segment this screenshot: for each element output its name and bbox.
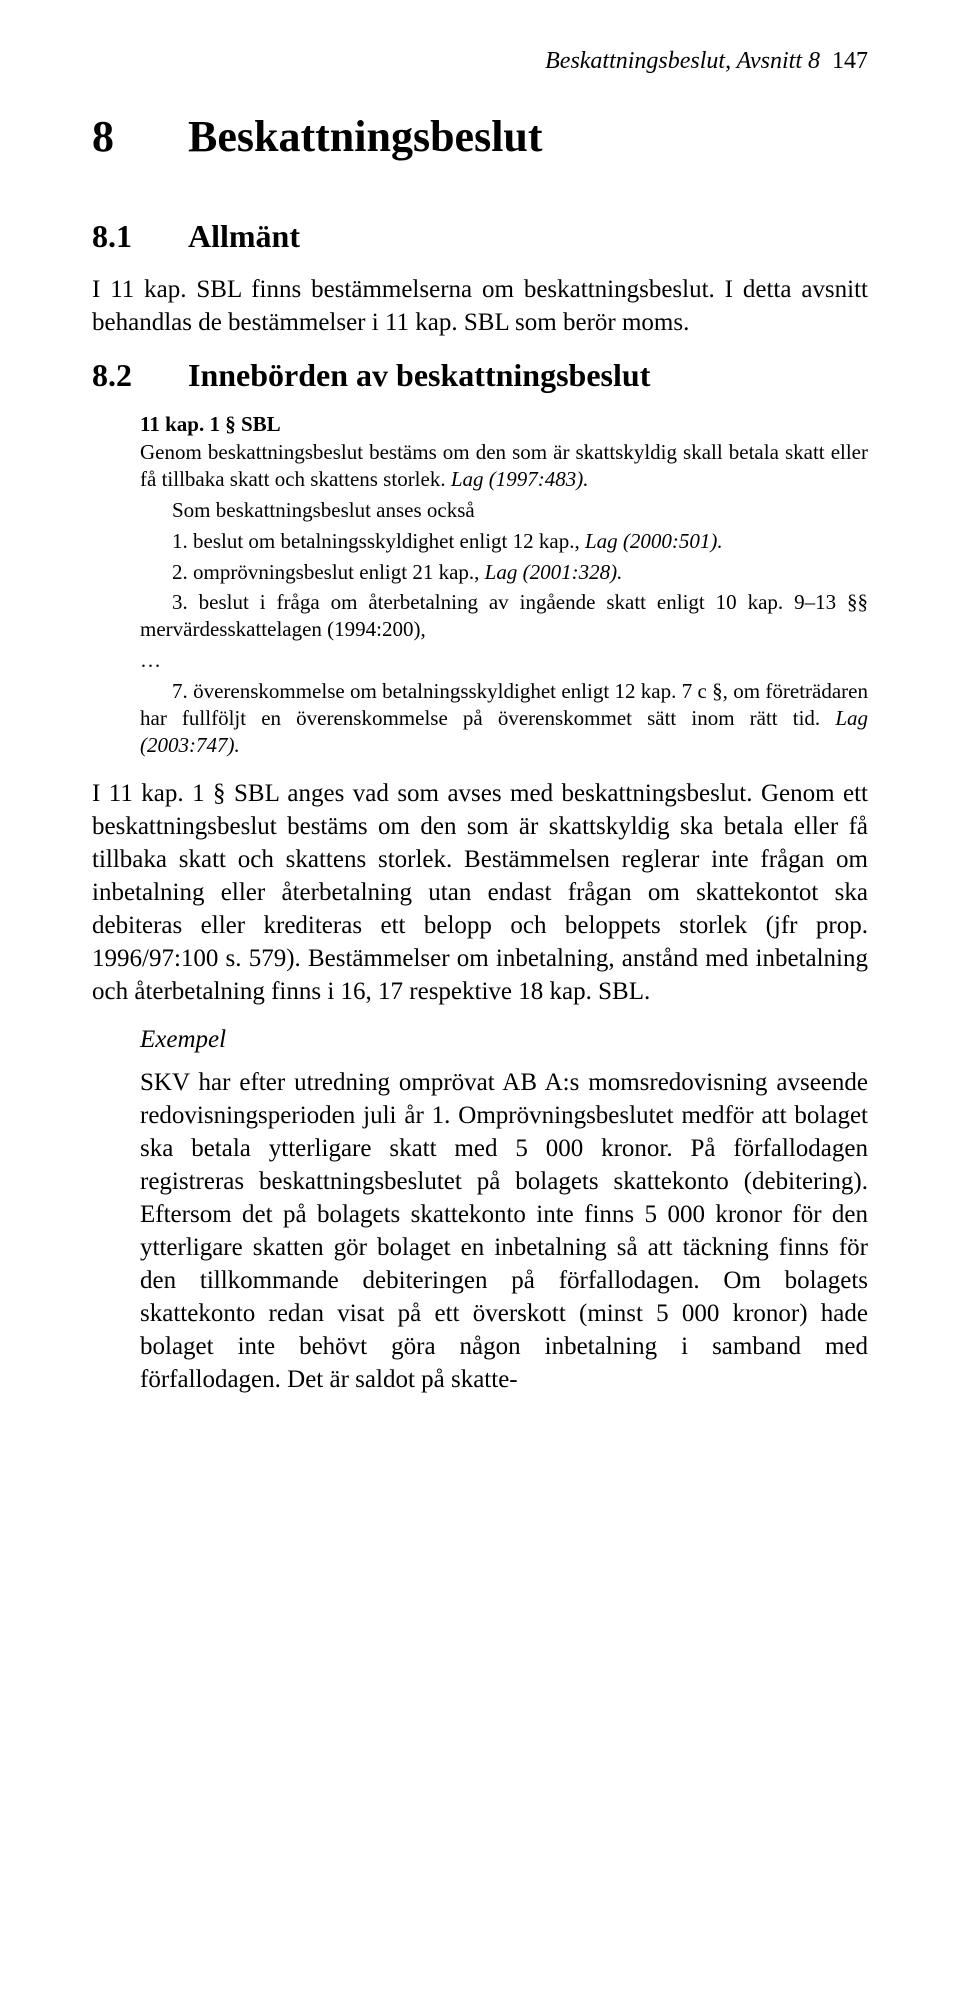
section-heading: 8.2 Innebörden av beskattningsbeslut: [92, 357, 868, 394]
statute-text: 2. omprövningsbeslut enligt 21 kap.,: [172, 560, 485, 584]
chapter-number: 8: [92, 111, 188, 162]
statute-law-ref: Lag (1997:483).: [451, 467, 589, 491]
statute-ellipsis: …: [140, 647, 868, 674]
section-body: I 11 kap. SBL finns bestämmelserna om be…: [92, 273, 868, 339]
example-body: SKV har efter utredning omprövat AB A:s …: [140, 1066, 868, 1396]
section-title: Allmänt: [188, 218, 300, 255]
statute-quote: 11 kap. 1 § SBL Genom beskattningsbeslut…: [140, 412, 868, 759]
section-body: I 11 kap. 1 § SBL anges vad som avses me…: [92, 777, 868, 1008]
example-block: Exempel SKV har efter utredning omprövat…: [140, 1026, 868, 1396]
statute-heading: 11 kap. 1 § SBL: [140, 412, 868, 437]
statute-intro: Som beskattningsbeslut anses också: [140, 497, 868, 524]
statute-list-item: 7. överenskommelse om betalningsskyldigh…: [140, 678, 868, 759]
example-heading: Exempel: [140, 1026, 868, 1054]
statute-text: 1. beslut om betalningsskyldighet enligt…: [172, 529, 585, 553]
statute-paragraph: Genom beskattningsbeslut bestäms om den …: [140, 439, 868, 493]
chapter-title: Beskattningsbeslut: [188, 111, 543, 162]
section-title: Innebörden av beskattningsbeslut: [188, 357, 650, 394]
statute-list-item: 1. beslut om betalningsskyldighet enligt…: [140, 528, 868, 555]
statute-law-ref: Lag (2001:328).: [485, 560, 623, 584]
running-title: Beskattningsbeslut, Avsnitt 8: [545, 48, 820, 74]
statute-text: 7. överenskommelse om betalningsskyldigh…: [140, 679, 868, 730]
running-header: Beskattningsbeslut, Avsnitt 8 147: [92, 48, 868, 75]
statute-list-item: 2. omprövningsbeslut enligt 21 kap., Lag…: [140, 559, 868, 586]
statute-list-item: 3. beslut i fråga om återbetalning av in…: [140, 589, 868, 643]
section-heading: 8.1 Allmänt: [92, 218, 868, 255]
chapter-heading: 8 Beskattningsbeslut: [92, 111, 868, 162]
section-number: 8.2: [92, 357, 188, 394]
statute-law-ref: Lag (2000:501).: [585, 529, 723, 553]
section-number: 8.1: [92, 218, 188, 255]
page-number: 147: [832, 48, 868, 74]
